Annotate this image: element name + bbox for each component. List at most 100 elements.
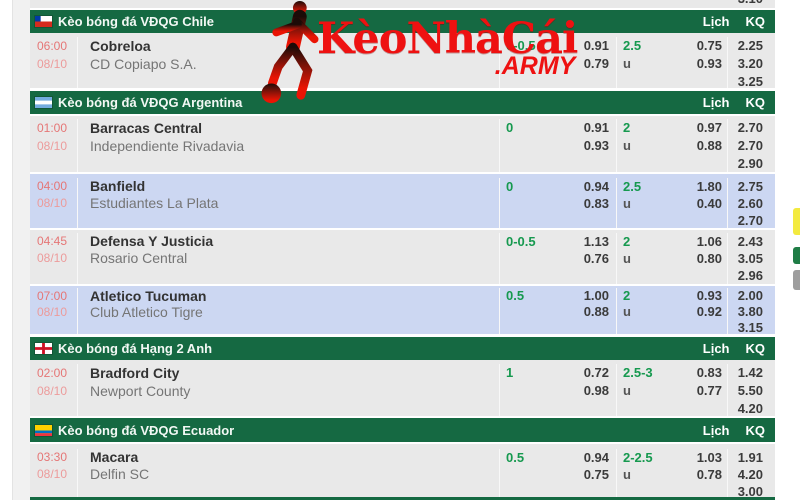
floating-widget-partial-gray[interactable] bbox=[793, 270, 800, 290]
over-under-column: 2 0.93 u 0.92 bbox=[616, 288, 727, 334]
results-link[interactable]: KQ bbox=[745, 422, 766, 438]
team-column: Banfield Estudiantes La Plata bbox=[78, 178, 499, 228]
match-row[interactable]: 03:30 08/10 Macara Delfin SC 0.5 0.94 0.7… bbox=[30, 444, 775, 497]
schedule-link[interactable]: Lịch bbox=[702, 341, 730, 356]
home-team[interactable]: Macara bbox=[90, 449, 139, 465]
home-team[interactable]: Banfield bbox=[90, 178, 146, 194]
results-link[interactable]: KQ bbox=[745, 14, 766, 29]
floating-widget-partial-yellow[interactable] bbox=[793, 208, 800, 235]
argentina-flag-icon bbox=[35, 97, 52, 108]
results-link[interactable]: KQ bbox=[745, 95, 766, 110]
odds-draw: 3.20 bbox=[737, 56, 763, 71]
under-label: u bbox=[623, 138, 631, 153]
schedule-link[interactable]: Lịch bbox=[702, 95, 730, 110]
odds-draw: 2.60 bbox=[737, 196, 763, 211]
handicap-column: 0-0.5 1.13 0.76 bbox=[499, 233, 616, 284]
over-under-column: 2 0.97 u 0.88 bbox=[616, 119, 727, 172]
handicap-odds-home: 1.13 bbox=[583, 234, 609, 249]
league-header-chile: Kèo bóng đá VĐQG Chile Lịch KQ bbox=[30, 10, 775, 33]
total-line: 2 bbox=[623, 120, 631, 135]
ecuador-flag-icon bbox=[35, 424, 52, 436]
under-label: u bbox=[623, 467, 631, 482]
under-label: u bbox=[623, 196, 631, 211]
match-date: 08/10 bbox=[37, 57, 68, 71]
odds-home-win: 1.91 bbox=[737, 450, 763, 465]
odds-away-win: 2.90 bbox=[737, 156, 763, 171]
handicap-odds-home: 0.94 bbox=[583, 450, 609, 465]
1x2-column: 2.00 3.80 3.15 bbox=[727, 288, 775, 334]
handicap-odds-away: 0.98 bbox=[583, 383, 609, 398]
odds-draw: 4.20 bbox=[737, 467, 763, 482]
home-team[interactable]: Bradford City bbox=[90, 365, 180, 381]
match-row[interactable]: 04:45 08/10 Defensa Y Justicia Rosario C… bbox=[30, 230, 775, 284]
handicap-odds-home: 0.94 bbox=[583, 179, 609, 194]
team-column: Atletico Tucuman Club Atletico Tigre bbox=[78, 288, 499, 334]
match-date: 08/10 bbox=[37, 467, 68, 481]
schedule-link[interactable]: Lịch bbox=[702, 14, 730, 29]
partial-odds-row: 3.10 bbox=[30, 0, 775, 8]
over-odds: 0.97 bbox=[696, 120, 722, 135]
home-team[interactable]: Cobreloa bbox=[90, 38, 151, 54]
handicap-odds-home: 0.91 bbox=[583, 120, 609, 135]
league-title: Kèo bóng đá Hạng 2 Anh bbox=[58, 341, 213, 356]
away-team[interactable]: Rosario Central bbox=[90, 250, 188, 266]
odds-home-win: 2.25 bbox=[737, 38, 763, 53]
match-row[interactable]: 01:00 08/10 Barracas Central Independien… bbox=[30, 116, 775, 172]
1x2-column: 1.91 4.20 3.00 bbox=[727, 449, 775, 497]
total-line: 2-2.5 bbox=[623, 450, 653, 465]
total-line: 2 bbox=[623, 288, 631, 303]
handicap-odds-home: 0.91 bbox=[583, 38, 609, 53]
match-time: 03:30 bbox=[37, 450, 68, 464]
odds-draw: 3.80 bbox=[737, 304, 763, 319]
odds-away-win: 2.70 bbox=[737, 213, 763, 228]
match-row[interactable]: 06:00 08/10 Cobreloa CD Copiapo S.A. 0-0… bbox=[30, 33, 775, 88]
home-team[interactable]: Atletico Tucuman bbox=[90, 288, 207, 304]
under-label: u bbox=[623, 56, 631, 71]
under-odds: 0.77 bbox=[696, 383, 722, 398]
odds-home-win: 2.43 bbox=[737, 234, 763, 249]
handicap-line: 0-0.5 bbox=[506, 234, 536, 249]
match-date: 08/10 bbox=[37, 251, 68, 265]
under-label: u bbox=[623, 251, 631, 266]
floating-widget-partial-green[interactable] bbox=[793, 247, 800, 264]
handicap-odds-away: 0.88 bbox=[583, 304, 609, 319]
league-header-ecuador: Kèo bóng đá VĐQG Ecuador Lịch KQ bbox=[30, 418, 775, 442]
over-under-column: 2.5 0.75 u 0.93 bbox=[616, 37, 727, 88]
league-title: Kèo bóng đá VĐQG Ecuador bbox=[58, 422, 235, 438]
england-flag-icon bbox=[35, 343, 52, 354]
home-team[interactable]: Barracas Central bbox=[90, 120, 203, 136]
away-team[interactable]: Newport County bbox=[90, 383, 191, 399]
away-team[interactable]: Estudiantes La Plata bbox=[90, 195, 219, 211]
under-odds: 0.88 bbox=[696, 138, 722, 153]
away-team[interactable]: Independiente Rivadavia bbox=[90, 138, 245, 154]
1x2-column: 2.75 2.60 2.70 bbox=[727, 178, 775, 228]
away-team[interactable]: Club Atletico Tigre bbox=[90, 304, 203, 320]
match-row[interactable]: 02:00 08/10 Bradford City Newport County… bbox=[30, 360, 775, 416]
over-odds: 1.80 bbox=[696, 179, 722, 194]
under-label: u bbox=[623, 304, 631, 319]
time-column: 02:00 08/10 bbox=[30, 364, 78, 416]
odds-home-win: 1.42 bbox=[737, 365, 763, 380]
odds-away-win: 4.20 bbox=[737, 401, 763, 416]
odds-away-win: 3.00 bbox=[737, 484, 763, 497]
match-date: 08/10 bbox=[37, 196, 68, 210]
odds-home-win: 2.75 bbox=[737, 179, 763, 194]
away-team[interactable]: CD Copiapo S.A. bbox=[90, 56, 197, 72]
over-under-column: 2.5-3 0.83 u 0.77 bbox=[616, 364, 727, 416]
schedule-link[interactable]: Lịch bbox=[702, 422, 730, 438]
handicap-column: 0 0.91 0.93 bbox=[499, 119, 616, 172]
match-row-highlighted[interactable]: 07:00 08/10 Atletico Tucuman Club Atleti… bbox=[30, 286, 775, 334]
over-odds: 1.06 bbox=[696, 234, 722, 249]
handicap-line: 0.5 bbox=[506, 450, 525, 465]
away-team[interactable]: Delfin SC bbox=[90, 466, 150, 482]
match-row-highlighted[interactable]: 04:00 08/10 Banfield Estudiantes La Plat… bbox=[30, 174, 775, 228]
under-odds: 0.78 bbox=[696, 467, 722, 482]
handicap-column: 0.5 1.00 0.88 bbox=[499, 288, 616, 334]
time-column: 07:00 08/10 bbox=[30, 288, 78, 334]
total-line: 2.5 bbox=[623, 38, 642, 53]
results-link[interactable]: KQ bbox=[745, 341, 766, 356]
home-team[interactable]: Defensa Y Justicia bbox=[90, 233, 214, 249]
handicap-line: 1 bbox=[506, 365, 514, 380]
total-line: 2 bbox=[623, 234, 631, 249]
1x2-column: 2.70 2.70 2.90 bbox=[727, 119, 775, 172]
